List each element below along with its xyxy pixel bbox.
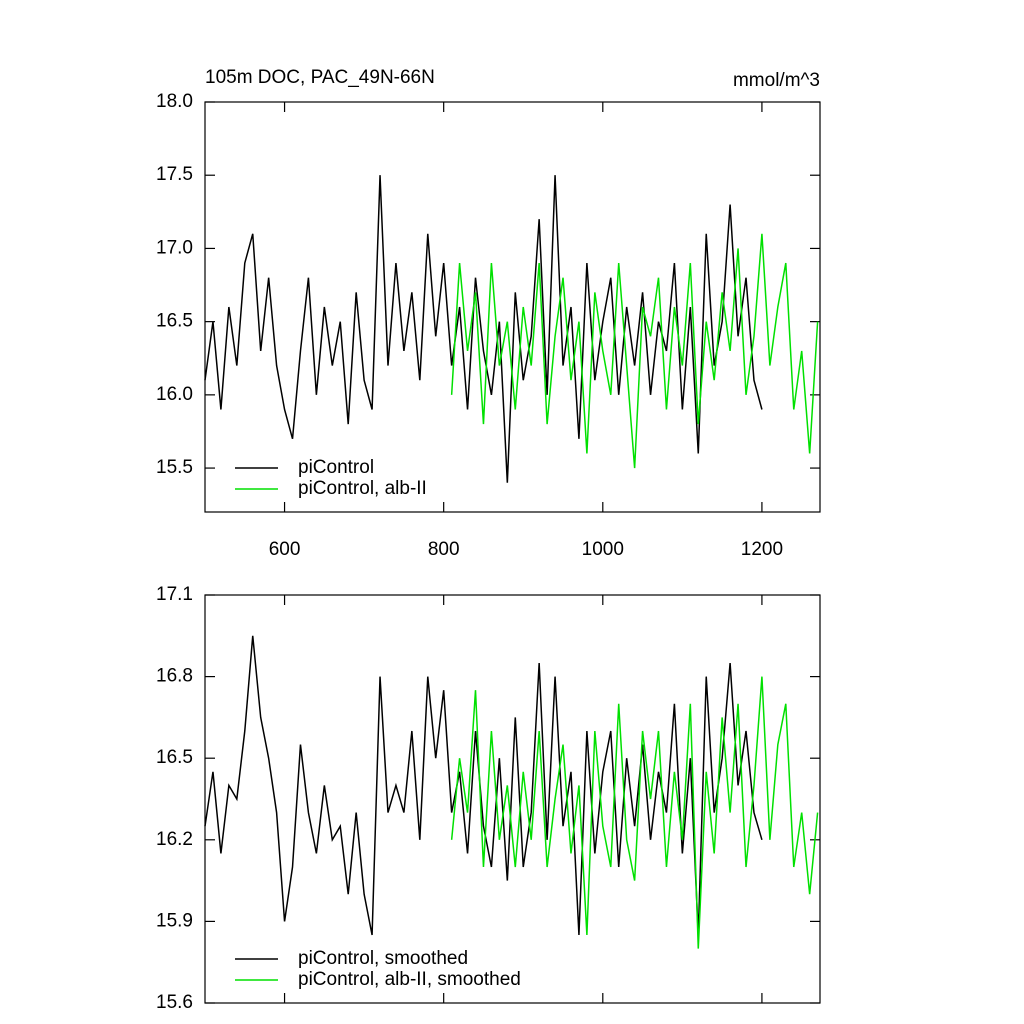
legend-label: piControl [298,457,374,478]
y-tick-label: 15.5 [156,457,193,478]
x-tick-label: 600 [269,539,301,560]
legend-label: piControl, alb-II [298,478,427,499]
chart-title: 105m DOC, PAC_49N-66N [205,67,435,88]
y-tick-label: 18.0 [156,91,193,112]
y-tick-label: 16.8 [156,666,193,687]
x-tick-label: 1000 [582,539,624,560]
series-line [450,233,819,469]
legend-label: piControl, alb-II, smoothed [298,969,521,990]
y-tick-label: 17.5 [156,164,193,185]
y-tick-label: 17.1 [156,584,193,605]
legend-label: piControl, smoothed [298,948,468,969]
units-label: mmol/m^3 [733,70,820,91]
y-tick-label: 17.0 [156,237,193,258]
series-line [204,175,763,483]
y-tick-label: 16.5 [156,311,193,332]
plot-frame [204,101,821,513]
series-line [450,676,819,949]
plot-frame [204,594,821,1004]
y-tick-label: 16.0 [156,384,193,405]
y-tick-label: 15.9 [156,910,193,931]
y-tick-label: 15.6 [156,992,193,1013]
y-tick-label: 16.5 [156,747,193,768]
x-tick-label: 800 [428,539,460,560]
series-line [204,635,763,936]
x-tick-label: 1200 [741,539,783,560]
y-tick-label: 16.2 [156,829,193,850]
